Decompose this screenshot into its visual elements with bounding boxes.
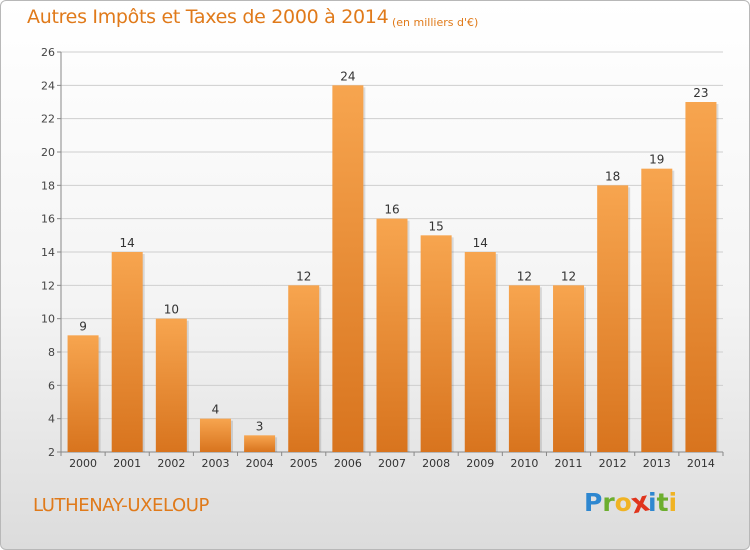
data-label-2010: 12 (517, 269, 532, 283)
logo-letter: t (656, 488, 669, 517)
proxiti-logo[interactable]: Proxiti (584, 485, 678, 520)
y-tick-label: 6 (48, 379, 55, 392)
logo-letter: P (584, 488, 603, 517)
bar-2011 (553, 285, 585, 452)
x-tick-label: 2008 (422, 457, 450, 470)
data-label-2013: 19 (649, 153, 664, 167)
bar-2013 (641, 168, 673, 452)
y-tick-label: 18 (41, 179, 55, 192)
bar-2014 (685, 102, 717, 452)
y-tick-label: 4 (48, 413, 55, 426)
data-label-2007: 16 (384, 203, 399, 217)
data-label-2003: 4 (212, 403, 220, 417)
x-tick-label: 2000 (69, 457, 97, 470)
y-tick-label: 10 (41, 313, 55, 326)
data-label-2012: 18 (605, 169, 620, 183)
data-label-2001: 14 (120, 236, 135, 250)
x-tick-label: 2004 (246, 457, 274, 470)
y-tick-label: 12 (41, 279, 55, 292)
x-tick-label: 2005 (290, 457, 318, 470)
x-tick-label: 2009 (466, 457, 494, 470)
x-tick-label: 2012 (599, 457, 627, 470)
y-tick-label: 16 (41, 213, 55, 226)
y-tick-label: 22 (41, 113, 55, 126)
data-label-2005: 12 (296, 269, 311, 283)
chart-subtitle: (en milliers d'€) (392, 16, 479, 29)
x-tick-label: 2006 (334, 457, 362, 470)
data-label-2002: 10 (164, 303, 179, 317)
logo-letter: r (602, 488, 615, 517)
data-labels: 9 14 10 4 3 12 24 16 15 14 12 12 18 19 23 (79, 69, 708, 433)
data-label-2000: 9 (79, 319, 87, 333)
logo-letter: i (668, 488, 678, 517)
data-label-2009: 14 (473, 236, 488, 250)
bars (67, 85, 719, 453)
data-label-2014: 23 (693, 86, 708, 100)
x-tick-label: 2010 (510, 457, 538, 470)
bar-2005 (288, 285, 320, 452)
bar-2002 (155, 318, 187, 452)
y-tick-label: 2 (48, 446, 55, 459)
y-tick-label: 26 (41, 46, 55, 59)
x-tick-label: 2014 (687, 457, 715, 470)
data-label-2004: 3 (256, 419, 264, 433)
data-label-2011: 12 (561, 269, 576, 283)
data-label-2008: 15 (428, 219, 443, 233)
y-tick-label: 20 (41, 146, 55, 159)
y-tick-label: 8 (48, 346, 55, 359)
bar-2004 (244, 435, 276, 452)
bar-2008 (420, 235, 452, 452)
data-label-2006: 24 (340, 69, 355, 83)
commune-name: LUTHENAY-UXELOUP (33, 495, 210, 516)
x-tick-label: 2001 (113, 457, 141, 470)
bar-2001 (111, 252, 143, 452)
bar-2009 (464, 252, 496, 452)
logo-letter: i (648, 488, 657, 517)
chart-title: Autres Impôts et Taxes de 2000 à 2014 (27, 6, 389, 28)
bar-2007 (376, 218, 408, 452)
logo-letter: o (614, 488, 632, 517)
bar-2006 (332, 85, 364, 452)
x-tick-label: 2003 (201, 457, 229, 470)
x-tick-label: 2002 (157, 457, 185, 470)
bar-2012 (597, 185, 629, 453)
y-tick-label: 14 (41, 246, 55, 259)
bar-2010 (508, 285, 540, 452)
bar-2000 (67, 335, 99, 452)
x-tick-label: 2007 (378, 457, 406, 470)
x-tick-label: 2013 (643, 457, 671, 470)
bar-2003 (199, 418, 231, 452)
y-tick-label: 24 (41, 79, 55, 92)
x-tick-label: 2011 (555, 457, 583, 470)
